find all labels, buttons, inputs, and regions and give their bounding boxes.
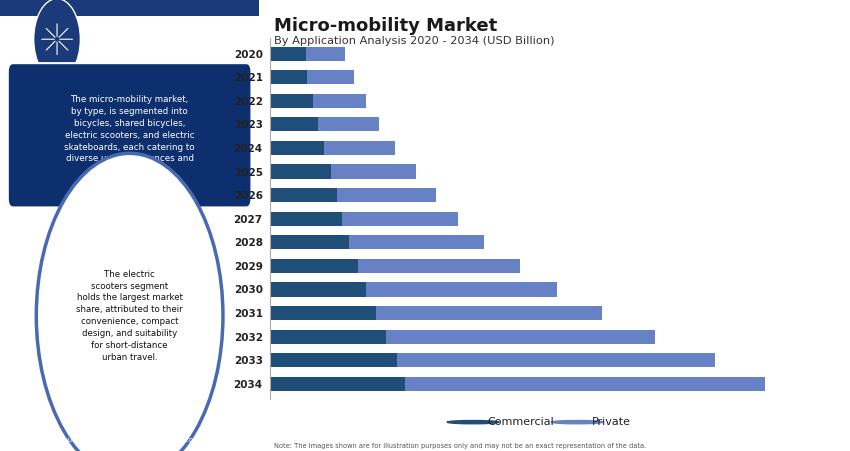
FancyBboxPatch shape: [8, 63, 252, 207]
Bar: [319, 117, 379, 132]
Bar: [270, 377, 405, 391]
Bar: [398, 353, 716, 367]
Bar: [377, 306, 603, 320]
Bar: [270, 330, 386, 344]
Bar: [337, 188, 436, 202]
Bar: [307, 70, 354, 84]
Bar: [324, 141, 394, 155]
Text: By Application Analysis 2020 - 2034 (USD Billion): By Application Analysis 2020 - 2034 (USD…: [274, 36, 554, 46]
Text: Commercial: Commercial: [488, 417, 554, 427]
Circle shape: [34, 0, 81, 80]
Bar: [343, 212, 458, 226]
Bar: [270, 70, 307, 84]
Text: The electric
scooters segment
holds the largest market
share, attributed to thei: The electric scooters segment holds the …: [76, 270, 183, 362]
Text: Source:www.polarismarketresearch.com: Source:www.polarismarketresearch.com: [60, 437, 200, 443]
Bar: [270, 165, 331, 179]
Bar: [270, 46, 306, 61]
Bar: [270, 306, 377, 320]
Bar: [270, 141, 324, 155]
Text: Private: Private: [592, 417, 631, 427]
Bar: [270, 117, 319, 132]
Bar: [270, 353, 398, 367]
Text: The micro-mobility market,
by type, is segmented into
bicycles, shared bicycles,: The micro-mobility market, by type, is s…: [65, 96, 195, 175]
Bar: [270, 259, 358, 273]
Text: Note: The images shown are for illustration purposes only and may not be an exac: Note: The images shown are for illustrat…: [274, 443, 646, 449]
Text: Micro-mobility Market: Micro-mobility Market: [274, 17, 497, 35]
Bar: [270, 188, 337, 202]
Text: POLARIS: POLARIS: [104, 27, 182, 41]
Bar: [349, 235, 484, 249]
Bar: [313, 94, 366, 108]
Bar: [270, 94, 313, 108]
Circle shape: [447, 420, 499, 424]
Text: MARKET RESEARCH: MARKET RESEARCH: [105, 43, 180, 52]
Bar: [358, 259, 520, 273]
Circle shape: [551, 420, 604, 424]
FancyBboxPatch shape: [0, 0, 259, 16]
Bar: [306, 46, 345, 61]
Bar: [386, 330, 654, 344]
Bar: [366, 282, 557, 297]
Circle shape: [37, 153, 223, 451]
Bar: [270, 212, 343, 226]
Bar: [270, 235, 349, 249]
Bar: [331, 165, 416, 179]
Bar: [270, 282, 366, 297]
Bar: [405, 377, 765, 391]
